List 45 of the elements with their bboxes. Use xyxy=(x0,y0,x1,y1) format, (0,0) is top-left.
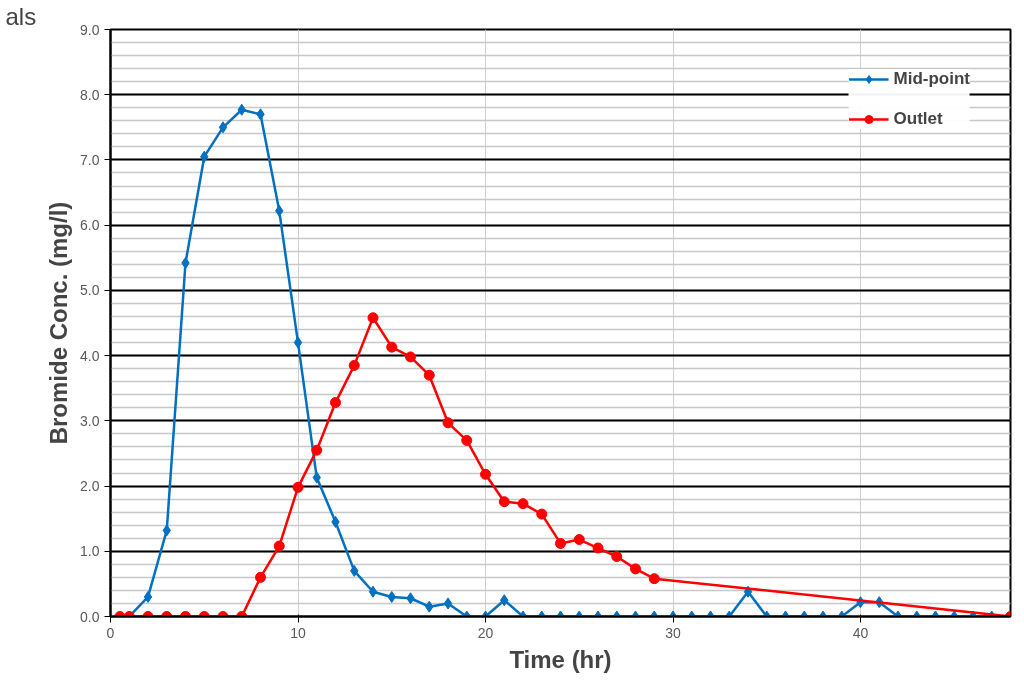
point xyxy=(348,359,360,371)
point xyxy=(423,369,435,381)
x-tick-label: 30 xyxy=(665,624,681,641)
y-tick-label: 1.0 xyxy=(80,543,100,560)
legend-label: Outlet xyxy=(893,109,943,129)
point xyxy=(442,417,454,429)
point xyxy=(555,537,566,549)
x-tick-label: 20 xyxy=(477,624,494,641)
point xyxy=(143,590,153,603)
y-axis-title: Bromide Conc. (mg/l) xyxy=(45,201,73,445)
point xyxy=(592,542,604,554)
point xyxy=(386,341,398,353)
point xyxy=(536,508,548,520)
y-tick-label: 8.0 xyxy=(80,86,100,103)
y-tick-label: 3.0 xyxy=(80,412,100,429)
point xyxy=(311,444,323,456)
point xyxy=(461,434,473,446)
point xyxy=(330,397,341,409)
point xyxy=(255,571,266,583)
point xyxy=(181,257,190,269)
y-tick-label: 2.0 xyxy=(80,478,100,495)
point xyxy=(630,563,641,575)
point xyxy=(405,351,416,363)
x-tick-label: 0 xyxy=(106,624,115,641)
point xyxy=(517,498,529,510)
point xyxy=(292,481,304,493)
point xyxy=(293,336,303,349)
point xyxy=(498,496,510,508)
legend-label: Mid-point xyxy=(893,69,970,89)
point xyxy=(611,551,623,562)
text: als xyxy=(5,2,37,30)
x-tick-label: 40 xyxy=(852,624,869,641)
x-axis-title: Time (hr) xyxy=(509,645,612,673)
y-tick-label: 9.0 xyxy=(80,21,100,38)
y-tick-label: 4.0 xyxy=(80,347,100,364)
y-tick-label: 6.0 xyxy=(80,217,100,234)
y-tick-label: 5.0 xyxy=(80,282,100,299)
point xyxy=(218,121,228,134)
point xyxy=(480,468,491,480)
point xyxy=(367,312,379,324)
y-tick-label: 0.0 xyxy=(80,608,100,625)
point xyxy=(368,585,378,598)
x-tick-label: 10 xyxy=(290,624,306,641)
point xyxy=(273,540,285,552)
y-tick-label: 7.0 xyxy=(80,151,100,168)
